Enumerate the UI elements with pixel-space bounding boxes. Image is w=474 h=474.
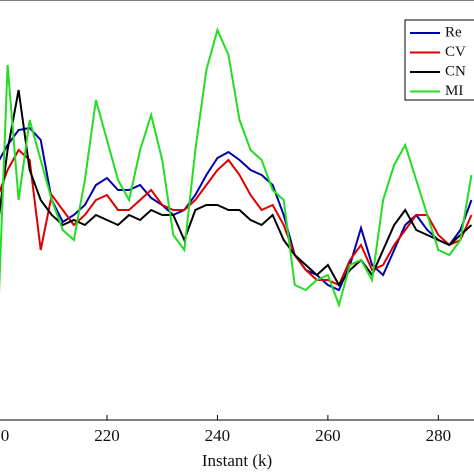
legend: Re CV CN MI — [404, 19, 474, 101]
x-tick-label: 280 — [426, 426, 452, 445]
series-line — [0, 89, 473, 287]
plot-frame — [0, 0, 474, 421]
legend-label: Re — [445, 24, 462, 40]
legend-label: CV — [445, 44, 466, 60]
legend-label: CN — [445, 63, 466, 79]
series-line — [0, 148, 473, 287]
x-tick-label: 240 — [205, 426, 231, 445]
series-line — [0, 27, 473, 309]
legend-label: MI — [445, 83, 463, 99]
x-tick-label: 260 — [315, 426, 341, 445]
series-line — [0, 126, 473, 292]
x-tick-label: 220 — [94, 426, 120, 445]
x-axis-label: Instant (k) — [202, 451, 272, 470]
x-tick-label: 200 — [0, 426, 9, 445]
